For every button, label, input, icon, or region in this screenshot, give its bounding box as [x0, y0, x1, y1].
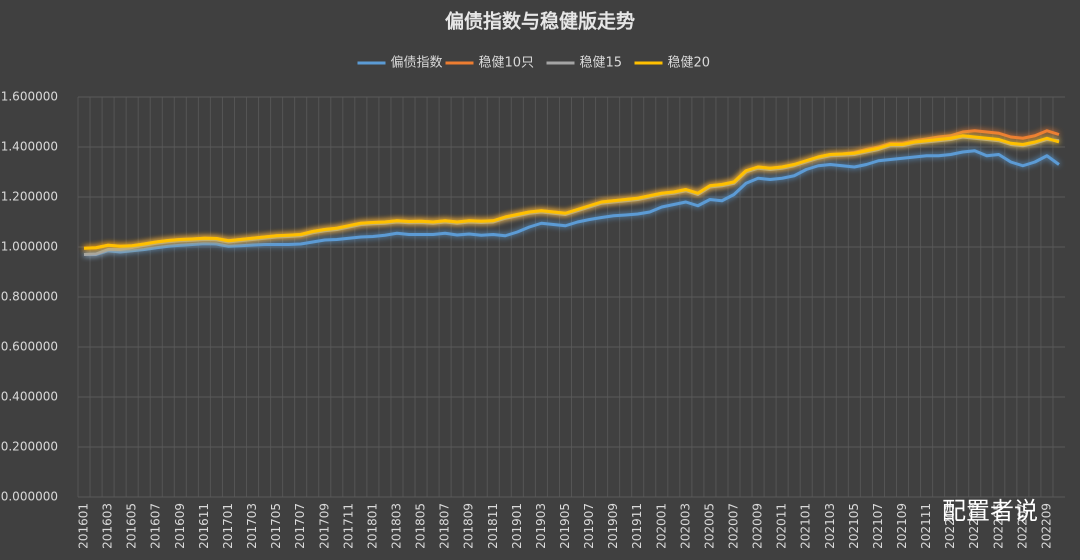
- x-tick-label: 201907: [582, 503, 596, 549]
- x-tick-label: 202003: [678, 503, 692, 549]
- x-tick-label: 202007: [726, 503, 740, 549]
- x-tick-label: 201903: [534, 503, 548, 549]
- x-tick-label: 201605: [125, 503, 139, 549]
- x-tick-label: 201609: [173, 503, 187, 549]
- x-tick-label: 201811: [486, 503, 500, 549]
- x-tick-label: 202203: [967, 503, 981, 549]
- x-tick-label: 202103: [823, 503, 837, 549]
- x-tick-label: 201809: [462, 503, 476, 549]
- x-tick-label: 201709: [317, 503, 331, 549]
- legend-label: 稳健20: [668, 55, 711, 71]
- x-tick-label: 201803: [389, 503, 403, 549]
- y-tick-label: 0.800000: [1, 290, 58, 304]
- y-tick-label: 0.200000: [1, 440, 58, 454]
- x-tick-label: 201901: [510, 503, 524, 549]
- x-tick-label: 202107: [871, 503, 885, 549]
- x-tick-label: 201607: [149, 503, 163, 549]
- chart-title: 偏债指数与稳健版走势: [445, 10, 635, 33]
- x-tick-label: 202209: [1039, 503, 1053, 549]
- x-tick-label: 201909: [606, 503, 620, 549]
- y-tick-label: 0.000000: [1, 490, 58, 504]
- legend-label: 偏债指数: [391, 56, 443, 71]
- x-tick-label: 202001: [654, 503, 668, 549]
- y-tick-label: 1.200000: [1, 190, 58, 204]
- x-tick-label: 201707: [293, 503, 307, 549]
- x-tick-label: 201911: [630, 503, 644, 549]
- x-tick-label: 201905: [558, 503, 572, 549]
- y-tick-label: 0.600000: [1, 340, 58, 354]
- x-tick-label: 202105: [847, 503, 861, 549]
- x-tick-label: 202207: [1015, 503, 1029, 549]
- x-tick-label: 202101: [799, 503, 813, 549]
- legend-label: 稳健15: [580, 55, 623, 71]
- x-tick-label: 202011: [775, 503, 789, 549]
- series-line: [83, 134, 1060, 250]
- y-tick-label: 0.400000: [1, 390, 58, 404]
- x-tick-label: 202009: [751, 503, 765, 549]
- series-line: [84, 149, 1060, 256]
- x-tick-label: 202109: [895, 503, 909, 549]
- x-tick-label: 202201: [943, 503, 957, 549]
- x-tick-label: 202205: [991, 503, 1005, 549]
- x-tick-label: 201601: [77, 503, 91, 549]
- x-tick-label: 201703: [245, 503, 259, 549]
- watermark: 配置者说: [942, 497, 1038, 525]
- x-tick-label: 201705: [269, 503, 283, 549]
- x-tick-label: 201603: [101, 503, 115, 549]
- x-tick-label: 201701: [221, 503, 235, 549]
- x-tick-label: 202005: [702, 503, 716, 549]
- x-tick-label: 201801: [365, 503, 379, 549]
- x-tick-label: 201711: [341, 503, 355, 549]
- x-tick-label: 201807: [438, 503, 452, 549]
- y-tick-label: 1.600000: [1, 90, 58, 104]
- x-tick-label: 201611: [197, 503, 211, 549]
- legend-label: 稳健10只: [479, 55, 535, 71]
- y-tick-label: 1.000000: [1, 240, 58, 254]
- x-tick-label: 201805: [414, 503, 428, 549]
- x-tick-label: 202111: [919, 503, 933, 549]
- y-tick-label: 1.400000: [1, 140, 58, 154]
